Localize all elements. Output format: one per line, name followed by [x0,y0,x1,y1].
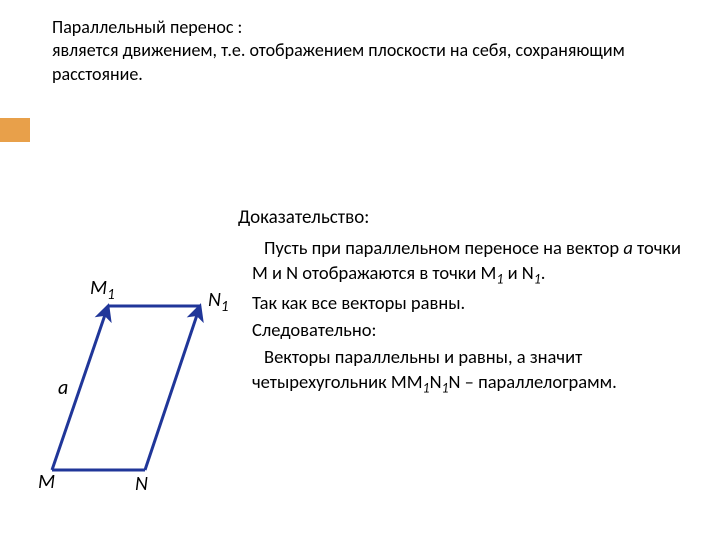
slide: Параллельный перенос : является движение… [0,0,720,540]
proof-p1: Пусть при параллельном переносе на векто… [252,236,692,289]
proof-p1-d: . [541,261,546,284]
label-N1: N1 [208,288,229,316]
proof-p3: Следовательно: [252,318,692,343]
accent-bar [0,118,30,142]
proof-p4-c: N – параллелограмм. [449,370,617,393]
proof-p2: Так как все векторы равны. [252,291,692,316]
proof-p4-sub2: 1 [442,380,449,397]
header-line1: Параллельный перенос : [52,16,672,39]
proof-p4-b: N [430,370,442,393]
label-M1: M1 [90,276,115,304]
proof-p4-sub1: 1 [423,380,430,397]
proof-body: Пусть при параллельном переносе на векто… [252,236,692,401]
label-M: M [38,470,55,494]
header-text: Параллельный перенос : является движение… [52,16,672,86]
header-line2: является движением, т.е. отображением пл… [52,39,672,86]
vector-N-N1 [145,306,200,470]
proof-p1-sub2: 1 [534,271,541,288]
label-vector-a: а [58,376,68,400]
diagram: M N M1 N1 а [40,270,250,490]
proof-p1-a: Пусть при параллельном переносе на векто… [264,236,623,259]
proof-title: Доказательство: [238,206,369,229]
proof-p4: Векторы параллельны и равны, а значит че… [252,345,692,398]
proof-vector-a: а [623,236,633,259]
proof-p1-c: и N [503,261,533,284]
label-N: N [135,472,148,496]
